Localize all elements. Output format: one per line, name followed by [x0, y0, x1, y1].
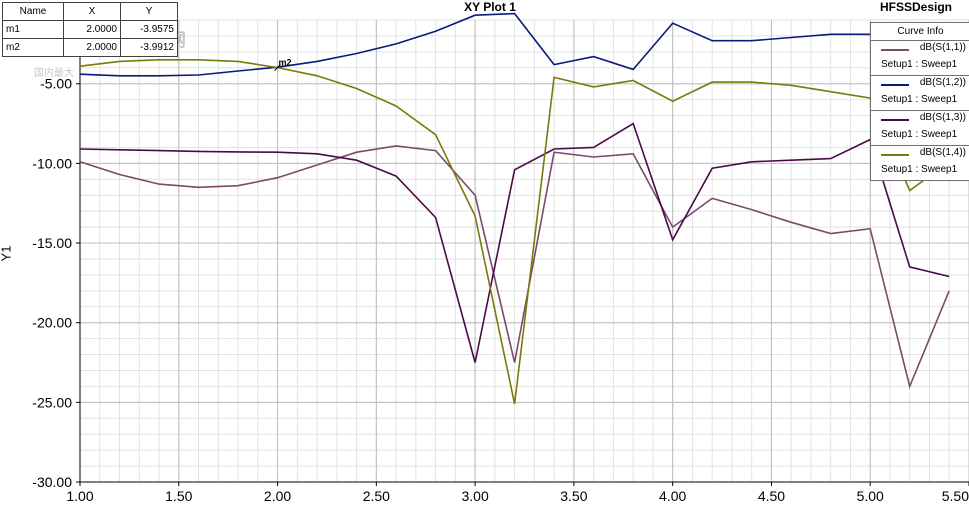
- legend-series-name: dB(S(1,4)): [919, 147, 966, 158]
- y-tick-label: -20.00: [32, 315, 72, 331]
- series-line: [79, 58, 950, 405]
- curve-info-legend[interactable]: Curve Info dB(S(1,1)) Setup1 : Sweep1 dB…: [870, 22, 969, 181]
- x-tick-label: 5.00: [857, 488, 884, 504]
- app-brand-label: HFSSDesign: [880, 0, 953, 14]
- x-tick-label: 4.50: [758, 488, 785, 504]
- marker-y: -3.9912: [120, 38, 178, 57]
- legend-item[interactable]: dB(S(1,2)) Setup1 : Sweep1: [871, 76, 969, 111]
- marker-row[interactable]: m2 2.0000 -3.9912: [2, 38, 178, 57]
- marker-col-x: X: [63, 2, 121, 21]
- series-line: [79, 145, 950, 389]
- legend-series-source: Setup1 : Sweep1: [881, 94, 958, 105]
- legend-title: Curve Info: [871, 23, 969, 41]
- y-tick-label: -30.00: [32, 474, 72, 490]
- marker-label: m2: [279, 58, 292, 68]
- x-tick-label: 1.50: [165, 488, 192, 504]
- marker-name: m2: [2, 38, 64, 57]
- legend-series-source: Setup1 : Sweep1: [881, 129, 958, 140]
- marker-y: -3.9575: [120, 20, 178, 39]
- series-line: [79, 122, 950, 363]
- x-tick-label: 3.00: [461, 488, 488, 504]
- legend-item[interactable]: dB(S(1,4)) Setup1 : Sweep1: [871, 146, 969, 180]
- legend-swatch: [881, 119, 909, 121]
- plot-area: [80, 20, 969, 482]
- legend-series-source: Setup1 : Sweep1: [881, 59, 958, 70]
- x-tick-label: 2.00: [264, 488, 291, 504]
- marker-point: [274, 64, 281, 72]
- marker-col-name: Name: [2, 2, 64, 21]
- marker-x: 2.0000: [63, 38, 121, 57]
- series-line: [79, 12, 950, 77]
- legend-swatch: [881, 49, 909, 51]
- x-tick-label: 2.50: [363, 488, 390, 504]
- y-tick-label: -15.00: [32, 235, 72, 251]
- legend-item[interactable]: dB(S(1,3)) Setup1 : Sweep1: [871, 111, 969, 146]
- y-tick-label: -10.00: [32, 155, 72, 171]
- marker-row[interactable]: m1 2.0000 -3.9575: [2, 20, 178, 39]
- legend-swatch: [881, 154, 909, 156]
- marker-table-header-row: Name X Y: [2, 2, 178, 21]
- y-tick-label: -25.00: [32, 394, 72, 410]
- legend-series-name: dB(S(1,1)): [919, 42, 966, 53]
- legend-swatch: [881, 84, 909, 86]
- y-tick-label: -5.00: [40, 76, 72, 92]
- x-tick-label: 1.00: [66, 488, 93, 504]
- y-axis-label: Y1: [0, 245, 14, 262]
- x-tick-label: 5.50: [942, 488, 969, 504]
- x-tick-label: 4.00: [659, 488, 686, 504]
- x-tick-label: 3.50: [560, 488, 587, 504]
- marker-table: Name X Y m1 2.0000 -3.9575 m2 2.0000 -3.…: [2, 2, 178, 57]
- legend-item[interactable]: dB(S(1,1)) Setup1 : Sweep1: [871, 41, 969, 76]
- legend-series-name: dB(S(1,3)): [919, 112, 966, 123]
- legend-series-source: Setup1 : Sweep1: [881, 164, 958, 175]
- plot-title: XY Plot 1: [464, 0, 516, 14]
- marker-col-y: Y: [120, 2, 178, 21]
- marker-x: 2.0000: [63, 20, 121, 39]
- legend-series-name: dB(S(1,2)): [919, 77, 966, 88]
- marker-name: m1: [2, 20, 64, 39]
